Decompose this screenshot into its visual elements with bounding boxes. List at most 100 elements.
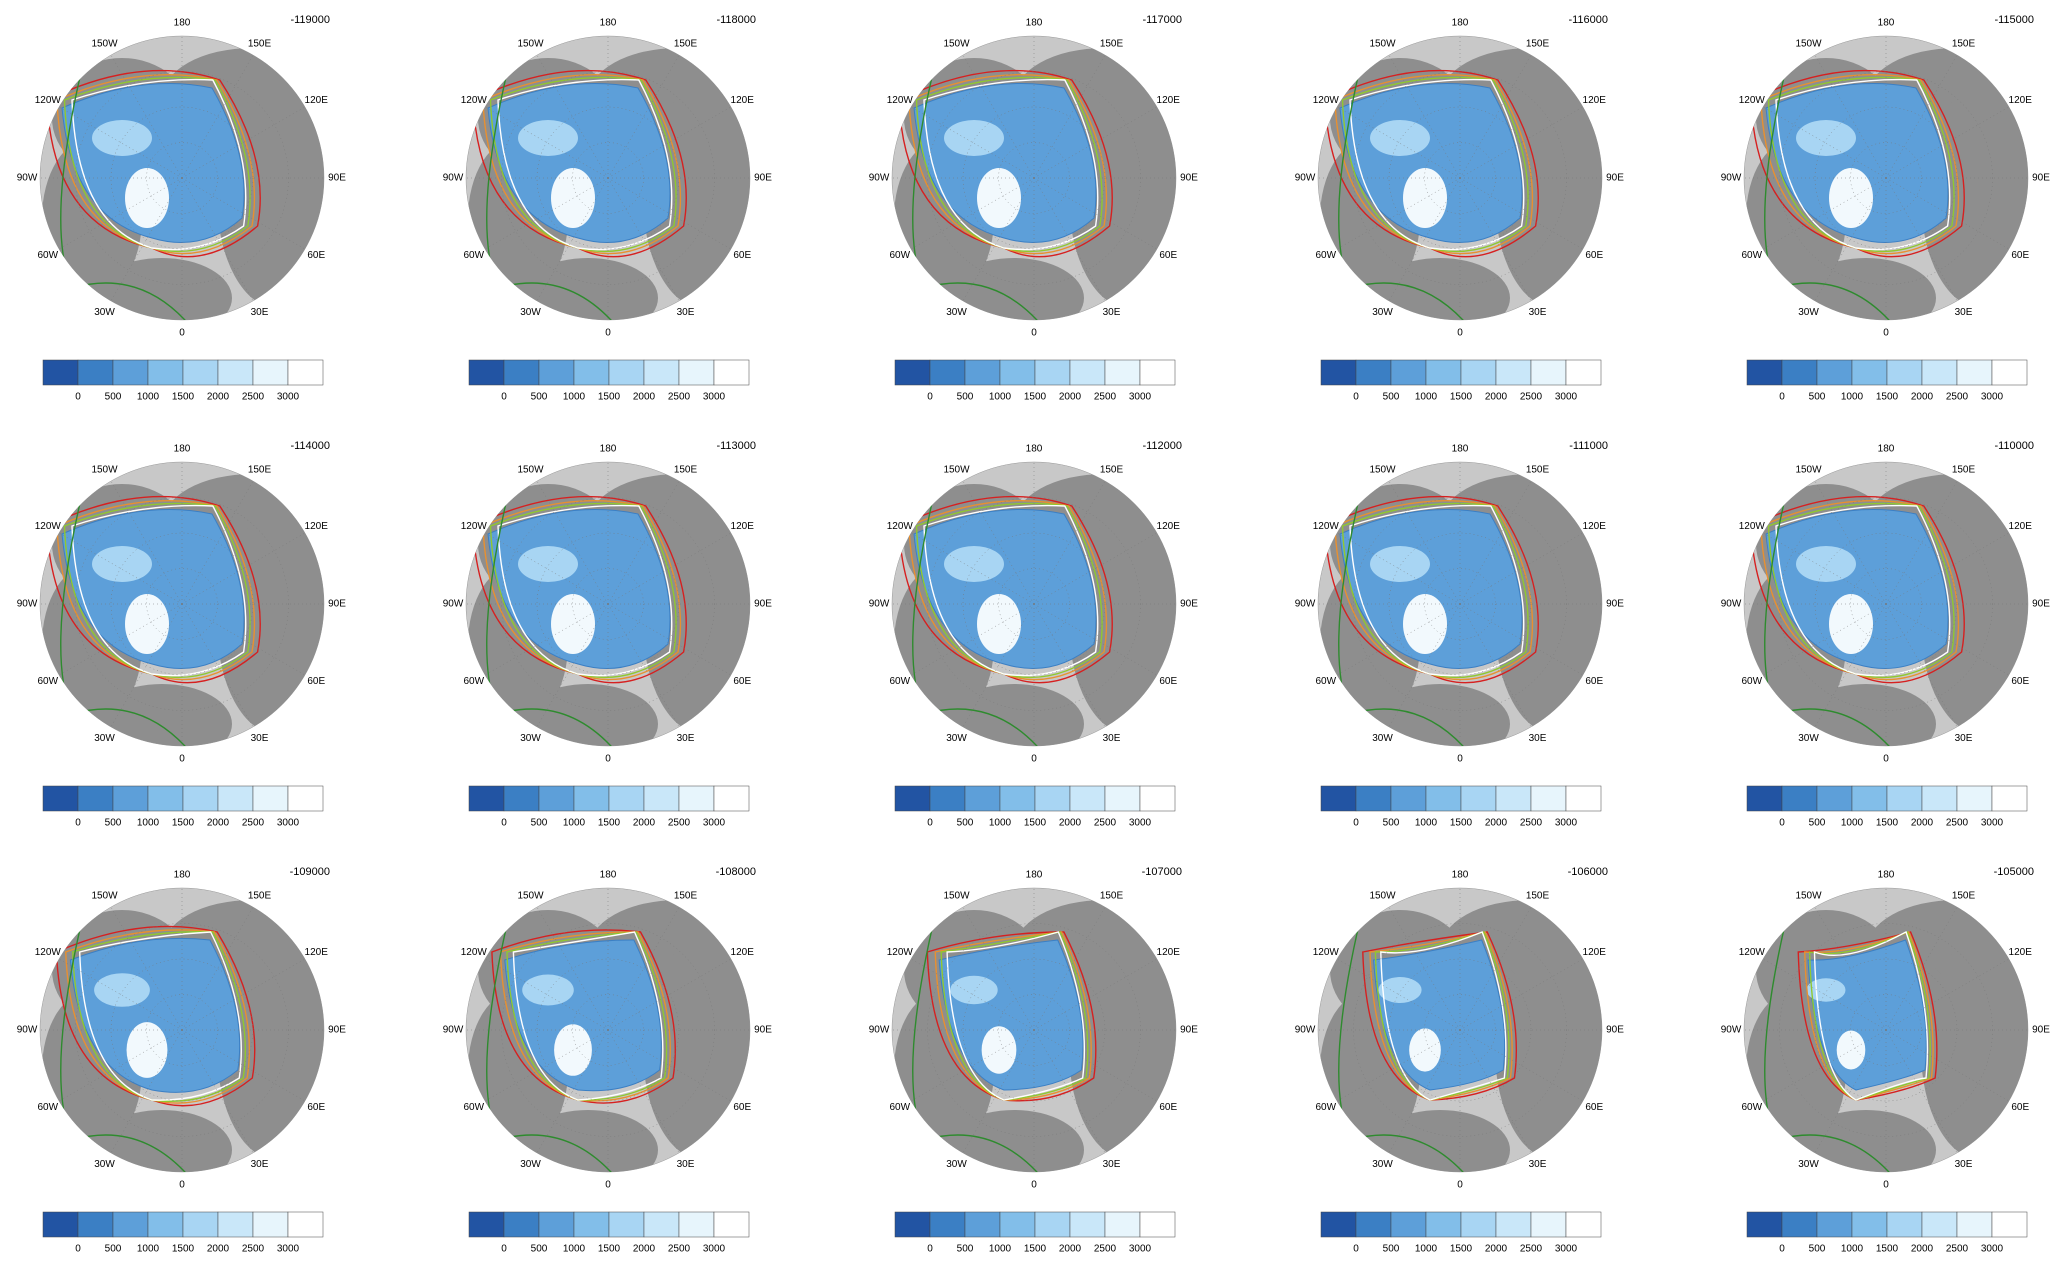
contour-line bbox=[923, 504, 1099, 677]
colorbar-tick-label: 1500 bbox=[1024, 392, 1047, 403]
colorbar-swatch bbox=[894, 785, 931, 812]
lon-label: 150E bbox=[1952, 464, 1976, 475]
colorbar-swatch bbox=[964, 1211, 1001, 1238]
graticule bbox=[536, 958, 680, 1102]
colorbar-tick-label: 2000 bbox=[1911, 818, 1934, 829]
colorbar-tick-label: 500 bbox=[105, 392, 122, 403]
colorbar-swatch bbox=[1034, 785, 1071, 812]
lon-label: 60E bbox=[1159, 676, 1177, 687]
lon-label: 60W bbox=[1741, 250, 1762, 261]
time-label: -112000 bbox=[1142, 440, 1182, 452]
time-label: -116000 bbox=[1568, 14, 1608, 26]
colorbar-tick-label: 500 bbox=[1383, 392, 1400, 403]
graticule bbox=[110, 106, 254, 250]
colorbar-tick-label: 0 bbox=[75, 818, 81, 829]
lon-label: 120E bbox=[1583, 947, 1607, 958]
lon-label: 150E bbox=[1100, 890, 1124, 901]
contour-line bbox=[1369, 931, 1513, 1101]
ice-dome bbox=[518, 546, 578, 582]
colorbar-swatch bbox=[468, 785, 505, 812]
lon-label: 180 bbox=[174, 444, 191, 455]
colorbar-swatch bbox=[1816, 1211, 1853, 1238]
colorbar-swatch bbox=[503, 785, 540, 812]
lon-label: 150E bbox=[1952, 38, 1976, 49]
lon-label: 120W bbox=[887, 95, 914, 106]
colorbar-tick-label: 2500 bbox=[1094, 1244, 1117, 1255]
contour-line bbox=[898, 69, 1113, 258]
map-content bbox=[1318, 36, 1602, 320]
colorbar-tick-label: 1000 bbox=[137, 818, 160, 829]
colorbar-swatch bbox=[608, 785, 645, 812]
lon-label: 120E bbox=[731, 947, 755, 958]
lon-label: 90W bbox=[1295, 599, 1316, 610]
graticule bbox=[1353, 71, 1567, 285]
graticule bbox=[1424, 994, 1496, 1066]
colorbar-swatch bbox=[713, 785, 750, 812]
colorbar-swatch bbox=[643, 359, 680, 386]
lon-label: 60E bbox=[307, 250, 325, 261]
lon-label: 60E bbox=[1585, 250, 1603, 261]
lon-label: 150W bbox=[943, 464, 970, 475]
colorbar-tick-label: 1000 bbox=[989, 1244, 1012, 1255]
contour-line bbox=[1362, 931, 1517, 1101]
lon-label: 60E bbox=[1585, 676, 1603, 687]
lon-label: 90W bbox=[17, 173, 38, 184]
colorbar-swatch bbox=[1921, 785, 1958, 812]
contour-line bbox=[1334, 499, 1534, 681]
colorbar-tick-label: 2500 bbox=[1946, 1244, 1969, 1255]
lon-label: 120E bbox=[1583, 521, 1607, 532]
colorbar-tick-label: 500 bbox=[1383, 1244, 1400, 1255]
time-label: -108000 bbox=[716, 866, 756, 878]
colorbar-swatch bbox=[1991, 785, 2028, 812]
colorbar-tick-label: 3000 bbox=[703, 1244, 726, 1255]
lon-label: 30W bbox=[1798, 1159, 1819, 1170]
ice-dome bbox=[94, 973, 150, 1007]
lon-label: 90E bbox=[1606, 599, 1624, 610]
colorbar-swatch bbox=[894, 359, 931, 386]
colorbar-tick-label: 1500 bbox=[598, 392, 621, 403]
contour-line bbox=[71, 504, 247, 677]
colorbar-swatch bbox=[77, 359, 114, 386]
map-panel: -108000 180 150E 120E 90E 60E 30E 0 30W 60W 90W 120… bbox=[443, 866, 773, 1255]
colorbar-tick-label: 2000 bbox=[1059, 818, 1082, 829]
colorbar-tick-label: 500 bbox=[1809, 392, 1826, 403]
colorbar-tick-label: 0 bbox=[927, 1244, 933, 1255]
colorbar-swatch bbox=[1781, 785, 1818, 812]
colorbar-tick-label: 1000 bbox=[1415, 1244, 1438, 1255]
lon-label: 180 bbox=[1452, 870, 1469, 881]
map-content bbox=[466, 462, 750, 746]
colorbar-tick-label: 1000 bbox=[1841, 1244, 1864, 1255]
colorbar-swatch bbox=[573, 359, 610, 386]
lon-label: 150E bbox=[1100, 38, 1124, 49]
lon-label: 30W bbox=[946, 307, 967, 318]
graticule bbox=[501, 71, 715, 285]
colorbar-swatch bbox=[1104, 785, 1141, 812]
colorbar-tick-label: 2500 bbox=[242, 1244, 265, 1255]
colorbar-swatch bbox=[929, 1211, 966, 1238]
colorbar-swatch bbox=[468, 1211, 505, 1238]
lon-label: 0 bbox=[1031, 328, 1037, 339]
colorbar-tick-label: 0 bbox=[1779, 1244, 1785, 1255]
colorbar-tick-label: 2000 bbox=[1485, 818, 1508, 829]
contour-line bbox=[898, 495, 1113, 684]
map-content bbox=[1744, 462, 2028, 746]
lon-label: 150W bbox=[1795, 464, 1822, 475]
colorbar-tick-label: 1500 bbox=[1450, 818, 1473, 829]
lon-label: 60E bbox=[1159, 1102, 1177, 1113]
colorbar-swatch bbox=[608, 359, 645, 386]
colorbar-tick-label: 1500 bbox=[172, 1244, 195, 1255]
colorbar-swatch bbox=[42, 1211, 79, 1238]
lon-label: 90W bbox=[443, 1025, 464, 1036]
graticule bbox=[1779, 71, 1993, 285]
colorbar-swatch bbox=[1495, 1211, 1532, 1238]
lon-label: 180 bbox=[1026, 870, 1043, 881]
lon-label: 30E bbox=[1103, 307, 1121, 318]
contour-line bbox=[489, 76, 677, 253]
contour-line bbox=[63, 76, 251, 253]
colorbar-tick-label: 2000 bbox=[207, 1244, 230, 1255]
colorbar-swatch bbox=[252, 1211, 289, 1238]
lon-label: 30W bbox=[94, 733, 115, 744]
graticule bbox=[1850, 568, 1922, 640]
lon-label: 30W bbox=[94, 1159, 115, 1170]
lon-label: 60E bbox=[733, 250, 751, 261]
